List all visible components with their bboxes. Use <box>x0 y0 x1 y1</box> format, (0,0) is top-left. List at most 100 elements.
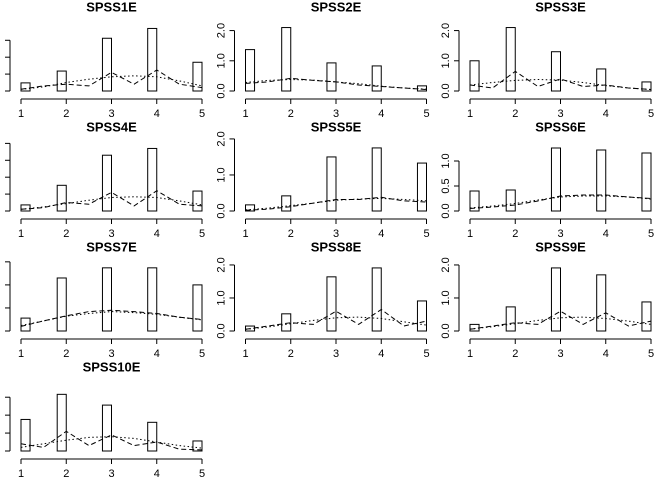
panel-title: SPSS1E <box>86 0 137 14</box>
y-tick-label: 0 <box>0 88 3 94</box>
bar <box>416 162 428 212</box>
bar <box>326 276 337 332</box>
bar <box>20 204 31 212</box>
density-line <box>469 194 652 209</box>
density-line <box>20 75 203 90</box>
x-tick-label: 5 <box>199 468 205 480</box>
bar <box>245 204 256 212</box>
x-tick-label: 4 <box>154 468 160 480</box>
y-tick-label: 0.5 <box>440 178 452 193</box>
panel-title: SPSS4E <box>86 119 137 134</box>
y-tick-label: 1.0 <box>440 153 452 168</box>
y-tick-label: 0.0 <box>440 323 452 338</box>
y-tick-label: 2.0 <box>215 131 227 146</box>
bar <box>192 440 203 452</box>
x-tick-label: 3 <box>557 108 563 120</box>
x-tick-label: 4 <box>603 108 609 120</box>
x-tick-label: 3 <box>333 228 339 240</box>
x-tick-label: 1 <box>242 348 248 360</box>
x-tick-label: 5 <box>423 108 429 120</box>
y-tick-label: 1.5 <box>0 390 3 405</box>
bar <box>469 60 480 92</box>
bar <box>192 284 203 332</box>
y-tick-label: 0.5 <box>0 66 3 81</box>
bar <box>56 393 67 452</box>
x-tick-label: 5 <box>199 348 205 360</box>
x-tick-label: 2 <box>63 468 69 480</box>
x-tick-label: 1 <box>18 348 24 360</box>
bar <box>56 184 67 212</box>
y-tick-label: 1.0 <box>440 53 452 68</box>
x-tick-label: 3 <box>108 468 114 480</box>
y-tick-label: 0 <box>0 448 3 454</box>
bar <box>281 313 292 332</box>
y-tick-label: 0.0 <box>215 83 227 98</box>
bar <box>641 152 652 212</box>
bar <box>371 267 382 332</box>
bar <box>505 27 516 92</box>
x-tick-label: 2 <box>512 228 518 240</box>
x-tick-label: 2 <box>63 348 69 360</box>
x-tick-label: 2 <box>512 348 518 360</box>
bar <box>550 51 562 92</box>
panel-title: SPSS10E <box>83 359 141 374</box>
y-tick-label: 1.5 <box>0 153 3 168</box>
y-tick-label: 2.0 <box>215 23 227 38</box>
y-tick-label: 1.0 <box>215 290 227 305</box>
y-tick-label: 1 <box>0 54 3 60</box>
bar <box>192 190 203 212</box>
y-tick-label: 1.0 <box>215 53 227 68</box>
x-tick-label: 3 <box>108 228 114 240</box>
bar <box>371 147 382 212</box>
x-tick-label: 2 <box>288 348 294 360</box>
x-tick-label: 1 <box>467 348 473 360</box>
bar <box>101 404 112 452</box>
bar <box>469 323 480 332</box>
panel-title: SPSS2E <box>311 0 362 14</box>
y-tick-label: 0.5 <box>0 425 3 440</box>
x-tick-label: 4 <box>378 348 384 360</box>
x-tick-label: 1 <box>18 228 24 240</box>
y-tick-label: 0 <box>0 328 3 334</box>
bar <box>416 85 428 92</box>
bar <box>192 61 203 92</box>
y-tick-label: 2.0 <box>440 257 452 272</box>
y-tick-label: 0.0 <box>440 83 452 98</box>
bar <box>596 68 607 92</box>
bar <box>245 49 256 92</box>
bar <box>147 27 158 92</box>
y-tick-label: 0.0 <box>440 203 452 218</box>
y-tick-label: 1.5 <box>0 254 3 269</box>
y-tick-label: 2.0 <box>215 257 227 272</box>
x-tick-label: 2 <box>288 108 294 120</box>
bar <box>596 149 607 212</box>
bar <box>56 277 67 332</box>
panel-title: SPSS7E <box>86 239 137 254</box>
x-tick-label: 2 <box>288 228 294 240</box>
density-line <box>469 310 652 330</box>
density-line <box>20 311 203 326</box>
density-line <box>469 70 652 90</box>
bar <box>281 195 292 212</box>
density-line <box>20 436 203 449</box>
x-tick-label: 4 <box>603 228 609 240</box>
bar <box>147 421 158 452</box>
y-tick-label: 1.5 <box>0 33 3 48</box>
density-line <box>245 196 427 211</box>
y-tick-label: 1 <box>0 412 3 418</box>
bar <box>101 37 112 92</box>
x-tick-label: 5 <box>648 108 654 120</box>
bar <box>469 190 480 212</box>
x-tick-label: 1 <box>18 468 24 480</box>
bar <box>20 82 31 92</box>
bar <box>416 300 428 332</box>
y-tick-label: 2 <box>0 140 3 146</box>
y-tick-label: 0 <box>0 208 3 214</box>
bar <box>641 301 652 332</box>
y-tick-label: 0.5 <box>0 300 3 315</box>
bar <box>281 27 292 92</box>
y-tick-label: 1.0 <box>440 290 452 305</box>
x-tick-label: 2 <box>512 108 518 120</box>
x-tick-label: 2 <box>63 228 69 240</box>
x-tick-label: 4 <box>378 108 384 120</box>
